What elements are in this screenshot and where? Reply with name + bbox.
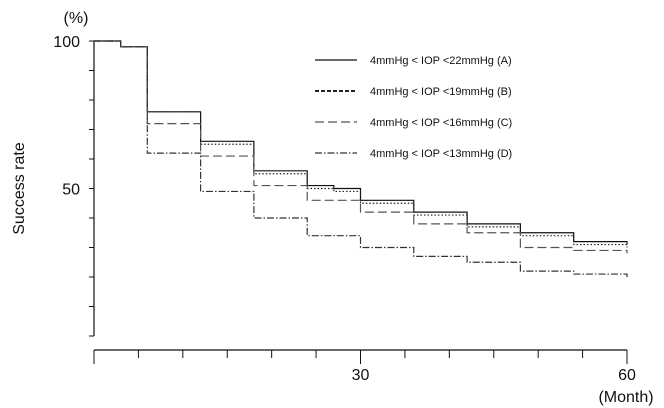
x-tick-label: 30 — [352, 367, 370, 384]
y-tick-label: 100 — [53, 34, 80, 51]
y-axis-unit: (%) — [64, 10, 89, 27]
y-tick-label: 50 — [62, 182, 80, 199]
legend-label-4: 4mmHg < IOP <13mmHg (D) — [370, 148, 512, 160]
series-line-2 — [94, 40, 628, 248]
tick-marks — [89, 40, 628, 364]
legend-label-3: 4mmHg < IOP <16mmHg (C) — [370, 117, 512, 129]
x-tick-label: 60 — [618, 367, 636, 384]
legend-label-2: 4mmHg < IOP <19mmHg (B) — [370, 86, 512, 98]
y-axis-label: Success rate — [11, 142, 28, 235]
legend: 4mmHg < IOP <22mmHg (A) 4mmHg < IOP <19mm… — [315, 55, 512, 160]
tick-labels: 100 50 30 60 — [53, 34, 636, 384]
series-line-3 — [94, 40, 628, 254]
series-lines — [94, 40, 628, 277]
series-line-1 — [94, 40, 628, 245]
series-line-4 — [94, 40, 628, 277]
legend-label-1: 4mmHg < IOP <22mmHg (A) — [370, 55, 512, 67]
x-axis-label: (Month) — [598, 389, 653, 406]
